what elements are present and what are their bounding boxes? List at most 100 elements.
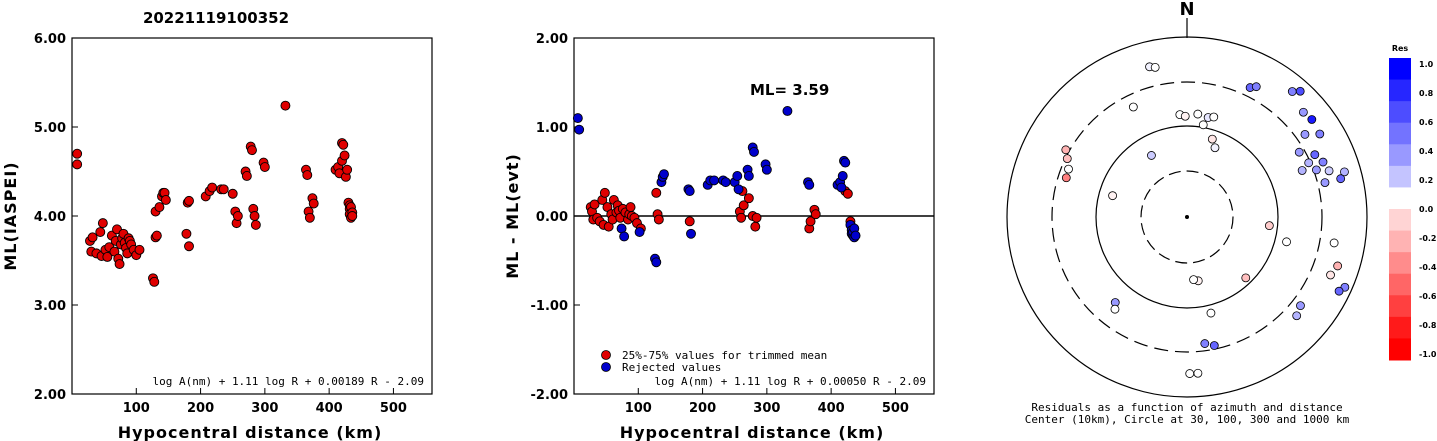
y-tick-label: -1.00 — [531, 299, 568, 314]
data-point — [181, 228, 192, 239]
data-point — [151, 230, 162, 241]
station-point — [1110, 304, 1120, 314]
station-point — [1329, 238, 1339, 248]
north-label: N — [1179, 0, 1194, 20]
colorbar-cell — [1389, 209, 1411, 232]
data-point — [247, 145, 257, 156]
y-tick-label: 0.00 — [536, 210, 568, 225]
station-point — [1294, 147, 1304, 157]
rejected-point — [634, 227, 645, 237]
x-axis-label: Hypocentral distance (km) — [118, 423, 383, 441]
colorbar-tick-label: 0.2 — [1419, 176, 1433, 185]
data-point — [280, 100, 291, 111]
data-point — [72, 159, 83, 170]
trimmed-point — [653, 214, 664, 225]
station-point — [1333, 261, 1343, 271]
data-point — [308, 198, 319, 209]
data-point — [207, 182, 218, 193]
rejected-point — [709, 175, 720, 186]
x-tick-label: 100 — [625, 401, 652, 416]
y-tick-label: 3.00 — [34, 299, 66, 314]
colorbar-tick-label: 1.0 — [1419, 60, 1434, 69]
station-point — [1150, 62, 1160, 72]
data-point — [347, 211, 358, 221]
colorbar-tick-label: -1.0 — [1419, 350, 1437, 359]
station-point — [1295, 86, 1305, 96]
station-point — [1128, 102, 1138, 112]
x-tick-label: 300 — [251, 401, 278, 416]
colorbar-tick-label: -0.2 — [1419, 234, 1437, 243]
station-point — [1180, 111, 1190, 121]
data-point — [227, 188, 238, 199]
colorbar-cell — [1389, 165, 1411, 188]
trimmed-point — [599, 187, 610, 198]
rejected-point — [651, 257, 662, 268]
figure-title: 20221119100352 — [143, 9, 289, 27]
colorbar-cell — [1389, 273, 1411, 296]
legend-label-rejected: Rejected values — [622, 361, 721, 374]
legend-label-trimmed: 25%-75% values for trimmed mean — [622, 349, 827, 362]
legend-marker-trimmed — [601, 350, 611, 360]
azimuth-distance-plot: N Residuals as a function of azimuth and… — [1006, 0, 1437, 426]
legend-marker-rejected — [601, 362, 611, 372]
trimmed-point — [743, 193, 754, 204]
rejected-point — [686, 228, 696, 239]
rejected-point — [749, 146, 759, 157]
x-tick-label: 300 — [753, 401, 780, 416]
station-point — [1264, 221, 1274, 231]
rejected-point — [659, 169, 669, 180]
station-point — [1307, 115, 1317, 124]
ring-1000km — [1006, 36, 1368, 398]
station-point — [1315, 129, 1325, 139]
x-tick-label: 200 — [187, 401, 214, 416]
y-tick-label: -2.00 — [531, 388, 568, 403]
trimmed-point — [842, 188, 853, 199]
colorbar-cell — [1389, 252, 1411, 275]
station-point — [1298, 107, 1308, 117]
y-tick-label: 6.00 — [34, 32, 66, 47]
station-point — [1189, 275, 1198, 285]
x-tick-label: 100 — [123, 401, 150, 416]
data-point — [102, 251, 113, 262]
formula-text: log A(nm) + 1.11 log R + 0.00050 R - 2.0… — [654, 375, 926, 388]
x-tick-label: 500 — [882, 401, 909, 416]
station-point — [1064, 164, 1073, 174]
data-point — [97, 218, 108, 229]
formula-text: log A(nm) + 1.11 log R + 0.00189 R - 2.0… — [152, 375, 424, 388]
station-point — [1061, 173, 1071, 183]
rejected-point — [804, 179, 815, 190]
data-point — [72, 148, 83, 159]
colorbar-cell — [1389, 230, 1411, 253]
station-point — [1062, 154, 1072, 164]
station-point — [1200, 339, 1210, 348]
station-point — [1185, 369, 1195, 378]
y-axis-label: ML(IASPEI) — [1, 161, 20, 270]
colorbar-cell — [1389, 122, 1411, 145]
trimmed-point — [651, 187, 662, 198]
ml-vs-distance-plot: 100 200 300 400 500 2.00 3.00 4.00 5.00 6.00 log … — [1, 32, 433, 441]
station-point — [1207, 134, 1217, 144]
colorbar-cell — [1389, 316, 1411, 339]
station-point — [1297, 166, 1307, 175]
colorbar-cell — [1389, 58, 1411, 81]
station-point — [1061, 145, 1071, 155]
x-tick-label: 500 — [380, 401, 407, 416]
y-tick-label: 2.00 — [34, 388, 66, 403]
station-point — [1209, 112, 1219, 122]
data-point — [338, 139, 349, 150]
colorbar-cell — [1389, 338, 1411, 361]
colorbar-cell — [1389, 144, 1411, 167]
data-point — [232, 211, 243, 221]
rejected-point — [761, 164, 772, 175]
station-point — [1324, 166, 1334, 176]
station-point — [1108, 191, 1117, 201]
colorbar-tick-label: 0.6 — [1419, 118, 1434, 127]
colorbar-tick-label: -0.4 — [1419, 263, 1437, 272]
colorbar-title: Res — [1392, 44, 1409, 53]
rejected-point — [732, 170, 743, 181]
trimmed-point — [684, 216, 695, 227]
ring-100km — [1095, 125, 1279, 309]
station-point — [1334, 286, 1344, 296]
station-point — [1292, 311, 1302, 321]
